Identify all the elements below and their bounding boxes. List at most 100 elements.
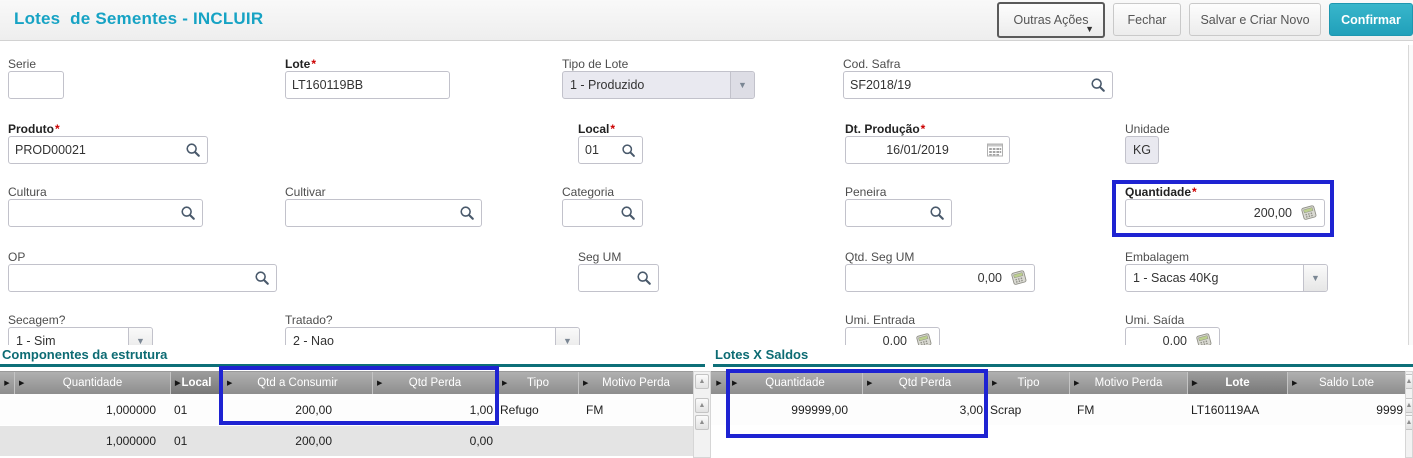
col-header-lote[interactable]: ▶ Lote — [1187, 372, 1287, 394]
cell-local: 01 — [174, 402, 188, 417]
cultura-field[interactable] — [8, 199, 203, 227]
calculator-icon[interactable] — [915, 333, 933, 345]
search-icon[interactable] — [185, 142, 201, 158]
componentes-section-title: Componentes da estrutura — [2, 347, 168, 362]
componentes-vertical-scrollbar[interactable]: ▲ ▲ ▲ — [693, 371, 711, 458]
fechar-button[interactable]: Fechar — [1113, 3, 1181, 36]
seg-um-label: Seg UM — [578, 250, 622, 264]
scroll-thumb[interactable]: ▲ — [695, 398, 709, 413]
lote-label: Lote* — [285, 57, 317, 71]
grids-area: Componentes da estrutura ▶ ▶ Quantidade ▶… — [0, 345, 1413, 458]
chevron-down-icon[interactable]: ▼ — [730, 72, 754, 98]
cell-motivo-perda: FM — [586, 402, 604, 417]
peneira-field[interactable] — [845, 199, 952, 227]
column-marker-icon: ▶ — [732, 380, 738, 387]
cultura-label: Cultura — [8, 185, 47, 199]
peneira-label: Peneira — [845, 185, 887, 199]
quantidade-field[interactable]: 200,00 — [1125, 199, 1325, 227]
op-field[interactable] — [8, 264, 277, 292]
tipo-de-lote-select[interactable]: 1 - Produzido ▼ — [562, 71, 755, 99]
window-titlebar: Lotes de Sementes - INCLUIR Outras Ações… — [0, 0, 1413, 41]
column-marker-icon: ▶ — [867, 380, 873, 387]
cell-tipo: Refugo — [500, 402, 539, 417]
cod-safra-field[interactable]: SF2018/19 — [843, 71, 1113, 99]
search-icon[interactable] — [459, 205, 475, 221]
cultivar-field[interactable] — [285, 199, 482, 227]
confirmar-button[interactable]: Confirmar — [1329, 3, 1413, 36]
column-marker-icon: ▶ — [19, 380, 25, 387]
produto-field[interactable]: PROD00021 — [8, 136, 208, 164]
col-header-local[interactable]: ▶ Local — [170, 372, 222, 394]
col-header-qtd-perda[interactable]: ▶ Qtd Perda — [372, 372, 497, 394]
col-header-quantidade[interactable]: ▶ Quantidade — [14, 372, 170, 394]
calculator-icon[interactable] — [1195, 333, 1213, 345]
scroll-up-icon[interactable]: ▲ — [695, 415, 709, 430]
tipo-de-lote-label: Tipo de Lote — [562, 57, 629, 71]
cell-qtd-perda: 0,00 — [469, 434, 493, 448]
search-icon[interactable] — [636, 270, 652, 286]
scroll-up-icon[interactable]: ▲ — [1406, 415, 1412, 430]
form-scrollbar[interactable] — [1408, 45, 1413, 345]
col-header-motivo-perda[interactable]: ▶ Motivo Perda — [1069, 372, 1187, 394]
unidade-field: KG — [1125, 136, 1159, 164]
cell-motivo-perda: FM — [1077, 402, 1095, 417]
lote-field[interactable]: LT160119BB — [285, 71, 450, 99]
cell-saldo-lote: 9999 — [1376, 402, 1403, 417]
col-header-qtd-a-consumir[interactable]: ▶ Qtd a Consumir — [222, 372, 372, 394]
col-header-qtd-perda[interactable]: ▶ Qtd Perda — [862, 372, 987, 394]
section-divider — [713, 364, 1413, 367]
qtd-seg-um-label: Qtd. Seg UM — [845, 250, 915, 264]
scroll-up-icon[interactable]: ▲ — [1406, 374, 1412, 389]
quantidade-label: Quantidade* — [1125, 185, 1197, 199]
calculator-icon[interactable] — [1010, 270, 1028, 286]
cell-qtd-a-consumir: 200,00 — [295, 434, 332, 448]
search-icon[interactable] — [254, 270, 270, 286]
local-label: Local* — [578, 122, 616, 136]
calendar-icon[interactable] — [987, 143, 1003, 157]
lotes-saldos-table-row[interactable]: 999999,00 3,00 Scrap FM LT160119AA 9999 — [711, 394, 1405, 425]
calculator-icon[interactable] — [1300, 205, 1318, 221]
col-header-quantidade[interactable]: ▶ Quantidade — [727, 372, 862, 394]
embalagem-label: Embalagem — [1125, 250, 1190, 264]
serie-field[interactable] — [8, 71, 64, 99]
chevron-down-icon[interactable]: ▼ — [1303, 265, 1327, 291]
column-marker-icon: ▶ — [1192, 380, 1198, 387]
col-header-tipo[interactable]: ▶ Tipo — [987, 372, 1069, 394]
search-icon[interactable] — [1090, 77, 1106, 93]
secagem-select[interactable]: 1 - Sim ▼ — [8, 327, 153, 345]
column-marker-icon: ▶ — [377, 380, 383, 387]
dt-producao-field[interactable]: 16/01/2019 — [845, 136, 1010, 164]
scroll-thumb[interactable]: ▲ — [1406, 398, 1412, 413]
search-icon[interactable] — [621, 143, 636, 158]
componentes-table-row[interactable]: 1,000000 01 200,00 1,00 Refugo FM — [0, 394, 693, 425]
column-marker-icon: ▶ — [502, 380, 508, 387]
chevron-down-icon[interactable]: ▼ — [555, 328, 579, 345]
unidade-label: Unidade — [1125, 122, 1170, 136]
componentes-table-row[interactable]: 1,000000 01 200,00 0,00 — [0, 425, 693, 456]
umi-entrada-field[interactable]: 0,00 — [845, 327, 940, 345]
embalagem-select[interactable]: 1 - Sacas 40Kg ▼ — [1125, 264, 1328, 292]
serie-label: Serie — [8, 57, 37, 71]
cell-quantidade: 999999,00 — [791, 402, 848, 417]
local-field[interactable]: 01 — [578, 136, 643, 164]
chevron-down-icon[interactable]: ▼ — [128, 328, 152, 345]
umi-saida-field[interactable]: 0,00 — [1125, 327, 1220, 345]
cell-lote: LT160119AA — [1191, 402, 1260, 417]
categoria-field[interactable] — [562, 199, 643, 227]
outras-acoes-button[interactable]: Outras Ações ▼ — [997, 2, 1105, 38]
scroll-up-icon[interactable]: ▲ — [695, 374, 709, 389]
qtd-seg-um-field[interactable]: 0,00 — [845, 264, 1035, 292]
tratado-select[interactable]: 2 - Nao ▼ — [285, 327, 580, 345]
search-icon[interactable] — [180, 205, 196, 221]
seg-um-field[interactable] — [578, 264, 659, 292]
search-icon[interactable] — [620, 205, 636, 221]
cultivar-label: Cultivar — [285, 185, 326, 199]
secagem-label: Secagem? — [8, 313, 66, 327]
col-header-motivo-perda[interactable]: ▶ Motivo Perda — [578, 372, 693, 394]
salvar-e-criar-novo-button[interactable]: Salvar e Criar Novo — [1189, 3, 1321, 36]
col-header-saldo-lote[interactable]: ▶ Saldo Lote — [1287, 372, 1405, 394]
search-icon[interactable] — [929, 205, 945, 221]
lotes-saldos-vertical-scrollbar[interactable]: ▲ ▲ ▲ — [1405, 371, 1413, 458]
col-header-tipo[interactable]: ▶ Tipo — [497, 372, 578, 394]
cell-quantidade: 1,000000 — [105, 402, 156, 417]
